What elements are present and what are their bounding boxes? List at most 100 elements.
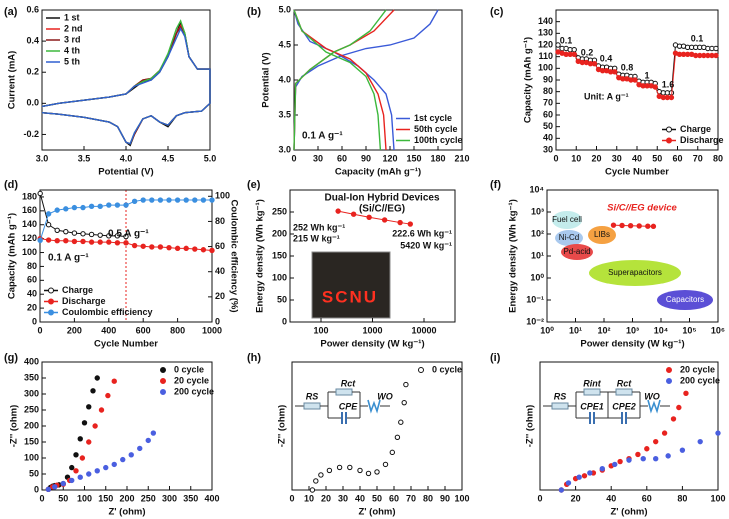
data-point [313, 478, 319, 484]
y2-axis-label: Coulombic efficiency (%) [228, 200, 239, 313]
data-point [106, 202, 112, 208]
y-tick-label: 130 [538, 28, 553, 38]
x-tick-label: 400 [204, 493, 219, 503]
data-point [86, 404, 92, 410]
data-point [576, 474, 582, 480]
data-point [88, 239, 95, 245]
legend-label: 0 cycle [174, 364, 204, 374]
data-point [587, 470, 593, 476]
annotation: 0.1 [691, 33, 704, 43]
data-point [617, 458, 623, 465]
x-axis-label: Power density (W kg⁻¹) [580, 339, 684, 350]
x-axis-label: Z' (ohm) [610, 507, 647, 518]
y-axis-label: Capacity (mAh g⁻¹) [523, 37, 534, 123]
data-point [114, 233, 121, 239]
circuit-capacitor [621, 412, 623, 424]
data-point [612, 461, 618, 468]
data-point [382, 461, 389, 468]
data-point [88, 203, 95, 210]
legend-label: 5 th [64, 56, 80, 66]
data-point [98, 407, 105, 413]
x-tick-label: 4.5 [162, 153, 175, 163]
x-tick-label: 80 [423, 493, 433, 503]
data-point [94, 468, 100, 474]
x-tick-label: 10 [571, 153, 581, 163]
x-tick-label: 4.0 [120, 153, 133, 163]
y-axis-label: -Z'' (ohm) [9, 405, 20, 448]
x-tick-label: 80 [713, 153, 723, 163]
panel-label: (d) [4, 179, 18, 191]
data-point [90, 388, 96, 394]
data-point [80, 238, 86, 245]
x-tick-label: 40 [606, 493, 616, 503]
y-tick-label: 0.6 [26, 4, 39, 14]
y-tick-label: 250 [272, 206, 287, 216]
data-point [97, 232, 103, 238]
y-tick-label: 80 [543, 86, 553, 96]
data-point [619, 222, 625, 229]
y-tick-label: 140 [22, 219, 37, 229]
data-point [149, 244, 155, 250]
x-tick-label: 0 [553, 153, 558, 163]
data-point [137, 445, 143, 452]
data-point [174, 245, 181, 252]
data-point [183, 245, 189, 252]
x-tick-label: 90 [361, 153, 371, 163]
y2-tick-label: 80 [215, 216, 225, 226]
plot-frame [539, 361, 719, 491]
data-point [209, 197, 215, 203]
legend-label: 200 cycle [680, 375, 720, 385]
data-point [626, 457, 632, 463]
panel-label: (i) [490, 352, 501, 364]
x-tick-label: 50 [372, 493, 382, 503]
data-point [131, 198, 138, 205]
y-tick-label: 50 [543, 121, 553, 131]
annotation: 1 [644, 70, 649, 80]
panel-label: (f) [490, 179, 501, 191]
data-point [79, 455, 86, 461]
x-tick-label: 30 [338, 493, 348, 503]
data-point [636, 223, 642, 229]
data-point [676, 404, 682, 411]
y-tick-label: 100 [24, 452, 39, 462]
data-point [69, 464, 75, 471]
region [555, 230, 583, 246]
x-tick-label: 10⁵ [682, 325, 696, 335]
legend-marker [48, 309, 54, 316]
data-point [157, 197, 164, 203]
x-tick-label: 50 [58, 493, 68, 503]
data-point [63, 238, 69, 244]
legend-label: 2 nd [64, 23, 83, 33]
y-tick-label: 100 [538, 63, 553, 73]
annotation: 0.1 [560, 35, 573, 45]
data-point [407, 221, 413, 227]
y-tick-label: 10⁰ [530, 272, 544, 282]
x-tick-label: 210 [454, 153, 469, 163]
data-point [71, 204, 78, 211]
y-tick-label: 120 [538, 39, 553, 49]
annotation: CPE2 [612, 401, 636, 411]
x-axis-label: Cycle Number [605, 167, 669, 178]
data-point [661, 430, 668, 436]
data-point [111, 461, 117, 468]
data-point [350, 211, 357, 217]
data-point [209, 247, 215, 254]
data-point [326, 467, 333, 474]
data-point [571, 46, 577, 53]
y-tick-label: 4.0 [278, 74, 291, 84]
x-tick-label: 60 [337, 153, 347, 163]
data-point [381, 217, 388, 223]
data-point [111, 378, 117, 384]
data-point [365, 470, 372, 477]
data-point [37, 190, 43, 197]
region [589, 260, 681, 286]
x-tick-label: 60 [672, 153, 682, 163]
plot-frame [39, 189, 213, 323]
x-tick-label: 10⁰ [540, 325, 554, 335]
data-point [45, 211, 52, 217]
y-tick-label: 0 [282, 316, 287, 326]
x-tick-label: 600 [136, 325, 151, 335]
data-point [166, 244, 172, 251]
data-point [599, 465, 605, 472]
data-point [183, 197, 189, 203]
